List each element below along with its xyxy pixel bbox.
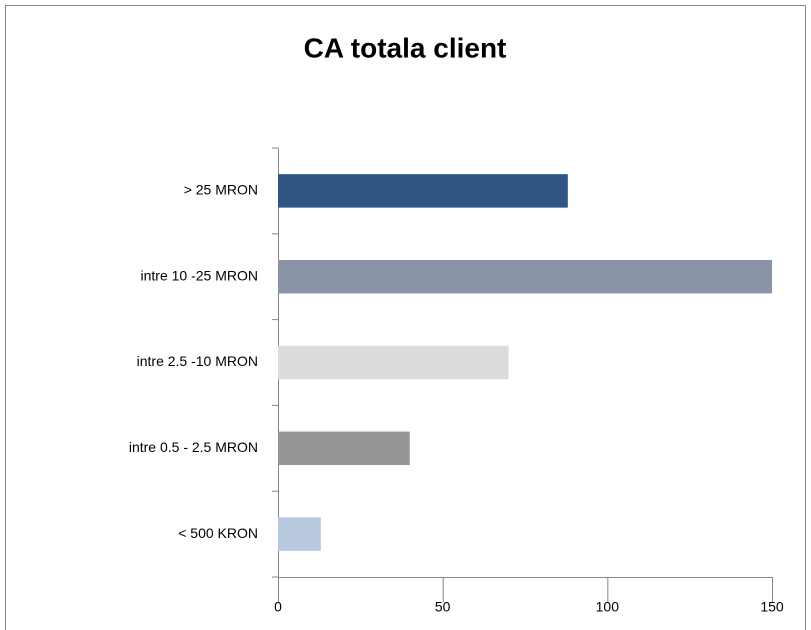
bar — [278, 517, 321, 551]
y-tick-label: intre 2.5 -10 MRON — [137, 353, 258, 369]
y-tick-label: > 25 MRON — [184, 182, 258, 198]
bar — [278, 174, 568, 208]
chart-frame — [5, 5, 806, 630]
bar — [278, 259, 772, 294]
y-tick-label: intre 0.5 - 2.5 MRON — [129, 439, 258, 455]
x-tick-label: 0 — [274, 599, 282, 615]
x-tick-label: 50 — [435, 599, 451, 615]
x-tick-label: 100 — [596, 599, 620, 615]
bar — [278, 431, 410, 466]
bar — [278, 345, 509, 380]
x-tick-label: 150 — [760, 599, 784, 615]
y-tick-label: < 500 KRON — [178, 525, 258, 541]
chart-title: CA totala client — [304, 32, 507, 63]
y-tick-label: intre 10 -25 MRON — [141, 267, 258, 283]
